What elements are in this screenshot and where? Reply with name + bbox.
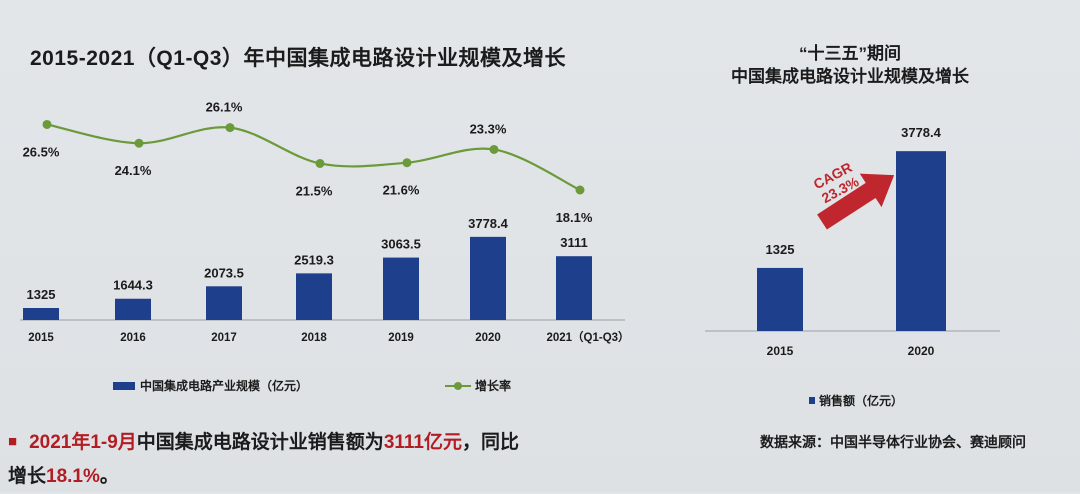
bar-value-label: 1325 [27, 287, 56, 302]
cagr-arrow [817, 173, 895, 230]
growth-label: 18.1% [556, 210, 593, 225]
bar-2021（Q1-Q3） [556, 256, 592, 320]
growth-label: 21.5% [296, 183, 333, 198]
footer-period: 2021年1-9月 [29, 432, 137, 453]
right-title-line1: “十三五”期间 [799, 44, 901, 63]
data-source: 数据来源：中国半导体行业协会、赛迪顾问 [760, 434, 1026, 450]
footer-note: ■ 2021年1-9月中国集成电路设计业销售额为3111亿元，同比 增长18.1%… [8, 425, 648, 494]
legend-bar-swatch [113, 382, 135, 390]
footer-text: 中国集成电路设计业销售额为 [136, 432, 384, 453]
left-chart: 1325 2015 1644.3 2016 2073.5 2017 2519.3 2018 30… [20, 100, 630, 393]
cagr-arrow-shape [817, 173, 895, 230]
bar-value-label: 3063.5 [381, 237, 421, 252]
right-legend-swatch [809, 397, 815, 404]
right-bar-value-label: 3778.4 [901, 125, 942, 140]
x-tick-label: 2015 [28, 332, 54, 344]
growth-point-2015 [42, 119, 52, 129]
x-tick-label: 2021（Q1-Q3） [546, 330, 629, 344]
right-legend-label: 销售额（亿元） [819, 393, 903, 408]
growth-point-2016 [134, 138, 144, 148]
bar-value-label: 3778.4 [468, 216, 509, 231]
footer-growth: 18.1% [46, 466, 100, 487]
right-bar-value-label: 1325 [766, 242, 795, 257]
x-tick-label: 2019 [388, 332, 414, 344]
x-tick-label: 2018 [301, 332, 327, 344]
x-tick-label: 2017 [211, 332, 237, 344]
right-title-line2: 中国集成电路设计业规模及增长 [731, 67, 969, 86]
right-bar-2020 [896, 151, 946, 331]
bar-2016 [115, 298, 151, 320]
bar-2015 [23, 308, 59, 320]
left-chart-title: 2015-2021（Q1-Q3）年中国集成电路设计业规模及增长 [30, 47, 566, 70]
bar-2020 [470, 236, 506, 320]
right-x-tick-label: 2020 [908, 344, 935, 358]
growth-point-2018 [315, 158, 325, 168]
right-bar-2015 [757, 267, 803, 331]
bar-2017 [206, 286, 242, 320]
legend-line-label: 增长率 [475, 378, 511, 393]
footer-amount: 3111亿元 [383, 432, 462, 453]
growth-point-2021（Q1-Q3） [575, 185, 585, 195]
bar-value-label: 2073.5 [204, 265, 244, 280]
growth-label: 24.1% [115, 163, 152, 178]
growth-point-2017 [225, 123, 235, 133]
growth-label: 23.3% [470, 121, 507, 136]
bar-value-label: 2519.3 [294, 252, 334, 267]
growth-label: 26.1% [206, 100, 243, 115]
growth-point-2019 [402, 158, 412, 168]
footer-text-4: 。 [99, 466, 119, 487]
right-x-tick-label: 2015 [767, 344, 794, 358]
legend-line-marker [454, 382, 462, 390]
x-tick-label: 2020 [475, 332, 501, 344]
right-chart-title: “十三五”期间 中国集成电路设计业规模及增长 [690, 42, 1010, 88]
bullet-icon: ■ [8, 433, 18, 450]
bar-value-label: 1644.3 [113, 278, 153, 293]
growth-label: 21.6% [383, 183, 420, 198]
legend-bar-label: 中国集成电路产业规模（亿元） [140, 378, 308, 393]
footer-text-3: 增长 [8, 466, 47, 487]
x-tick-label: 2016 [120, 332, 146, 344]
bar-value-label: 3111 [560, 235, 588, 250]
footer-text-2: ，同比 [461, 432, 519, 453]
bar-2018 [296, 273, 332, 320]
bar-2019 [383, 257, 419, 320]
growth-point-2020 [489, 144, 499, 154]
growth-label: 26.5% [23, 144, 60, 159]
